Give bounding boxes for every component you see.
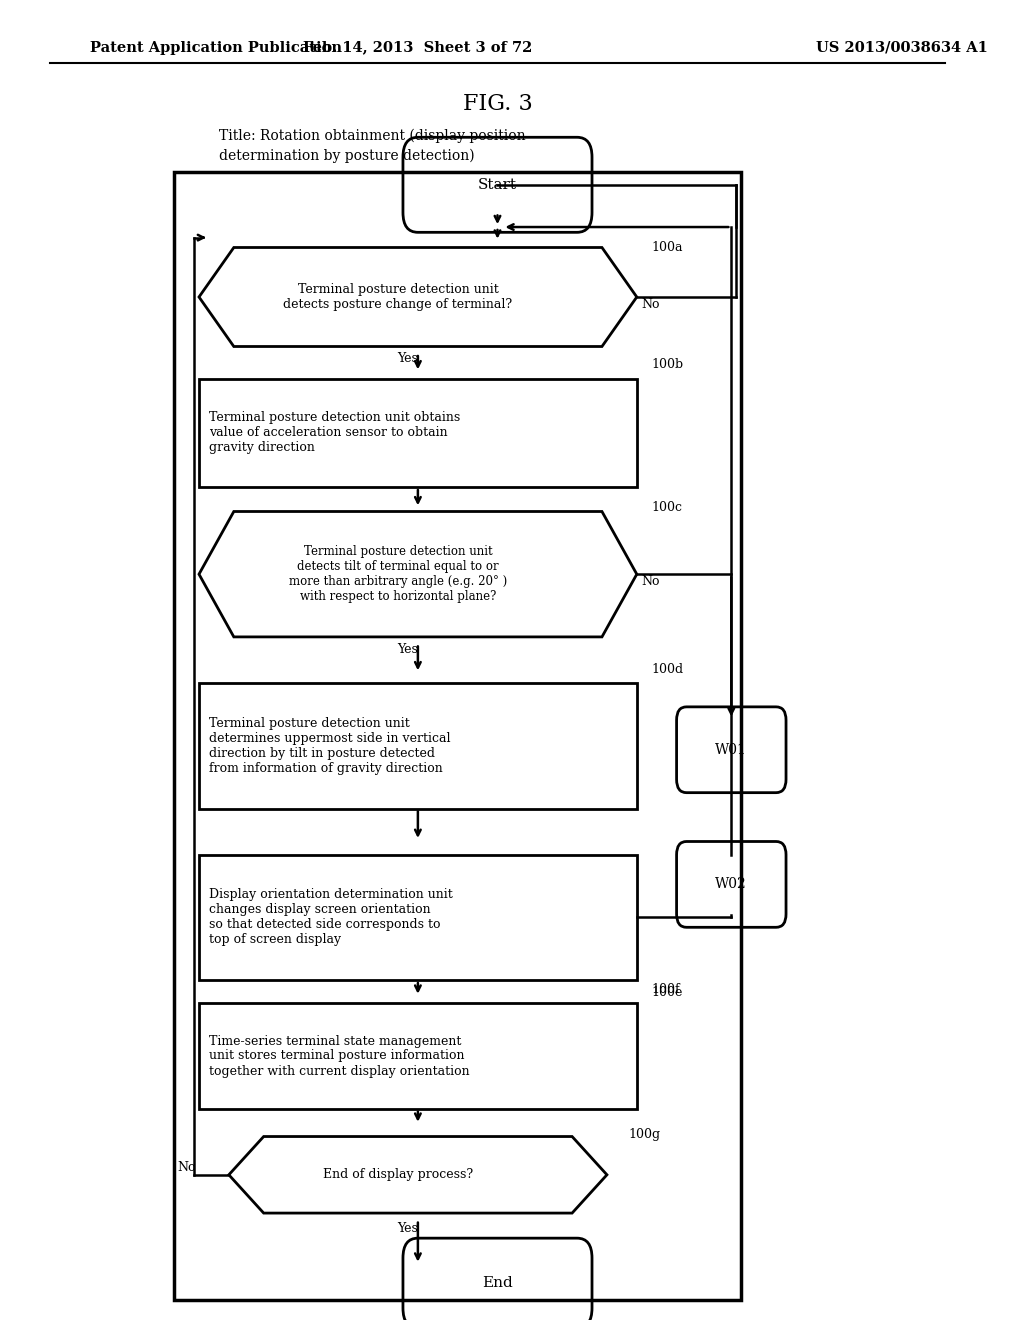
Text: Feb. 14, 2013  Sheet 3 of 72: Feb. 14, 2013 Sheet 3 of 72 bbox=[303, 41, 532, 54]
Text: Yes: Yes bbox=[397, 1221, 419, 1234]
Text: Start: Start bbox=[478, 178, 517, 191]
Text: 100f: 100f bbox=[651, 982, 680, 995]
Text: 100g: 100g bbox=[629, 1127, 660, 1140]
Polygon shape bbox=[199, 512, 637, 638]
Text: Title: Rotation obtainment (display position: Title: Rotation obtainment (display posi… bbox=[219, 129, 525, 143]
Text: W01: W01 bbox=[716, 743, 748, 756]
Text: 100b: 100b bbox=[651, 358, 684, 371]
Text: Patent Application Publication: Patent Application Publication bbox=[89, 41, 342, 54]
FancyBboxPatch shape bbox=[199, 379, 637, 487]
Text: End of display process?: End of display process? bbox=[323, 1168, 473, 1181]
Text: Yes: Yes bbox=[397, 352, 419, 366]
Text: 100c: 100c bbox=[651, 500, 683, 513]
Text: Terminal posture detection unit obtains
value of acceleration sensor to obtain
g: Terminal posture detection unit obtains … bbox=[209, 412, 460, 454]
Text: No: No bbox=[642, 574, 660, 587]
Text: W02: W02 bbox=[716, 878, 748, 891]
Polygon shape bbox=[199, 248, 637, 346]
FancyBboxPatch shape bbox=[199, 855, 637, 979]
Text: Yes: Yes bbox=[397, 643, 419, 656]
Text: FIG. 3: FIG. 3 bbox=[463, 94, 532, 115]
Text: determination by posture detection): determination by posture detection) bbox=[219, 149, 474, 162]
Text: 100d: 100d bbox=[651, 663, 684, 676]
Text: Time-series terminal state management
unit stores terminal posture information
t: Time-series terminal state management un… bbox=[209, 1035, 470, 1077]
FancyBboxPatch shape bbox=[199, 682, 637, 808]
FancyBboxPatch shape bbox=[199, 1003, 637, 1109]
FancyBboxPatch shape bbox=[677, 708, 786, 792]
Text: No: No bbox=[642, 297, 660, 310]
FancyBboxPatch shape bbox=[677, 842, 786, 927]
Text: Terminal posture detection unit
detects posture change of terminal?: Terminal posture detection unit detects … bbox=[284, 282, 513, 312]
Text: End: End bbox=[482, 1276, 513, 1290]
Text: 100e: 100e bbox=[651, 986, 683, 999]
Text: No: No bbox=[177, 1160, 196, 1173]
Text: 100a: 100a bbox=[651, 240, 683, 253]
Polygon shape bbox=[228, 1137, 607, 1213]
FancyBboxPatch shape bbox=[403, 1238, 592, 1320]
Text: Display orientation determination unit
changes display screen orientation
so tha: Display orientation determination unit c… bbox=[209, 888, 453, 946]
Text: Terminal posture detection unit
detects tilt of terminal equal to or
more than a: Terminal posture detection unit detects … bbox=[289, 545, 507, 603]
Text: Terminal posture detection unit
determines uppermost side in vertical
direction : Terminal posture detection unit determin… bbox=[209, 717, 451, 775]
FancyBboxPatch shape bbox=[403, 137, 592, 232]
Text: US 2013/0038634 A1: US 2013/0038634 A1 bbox=[816, 41, 988, 54]
